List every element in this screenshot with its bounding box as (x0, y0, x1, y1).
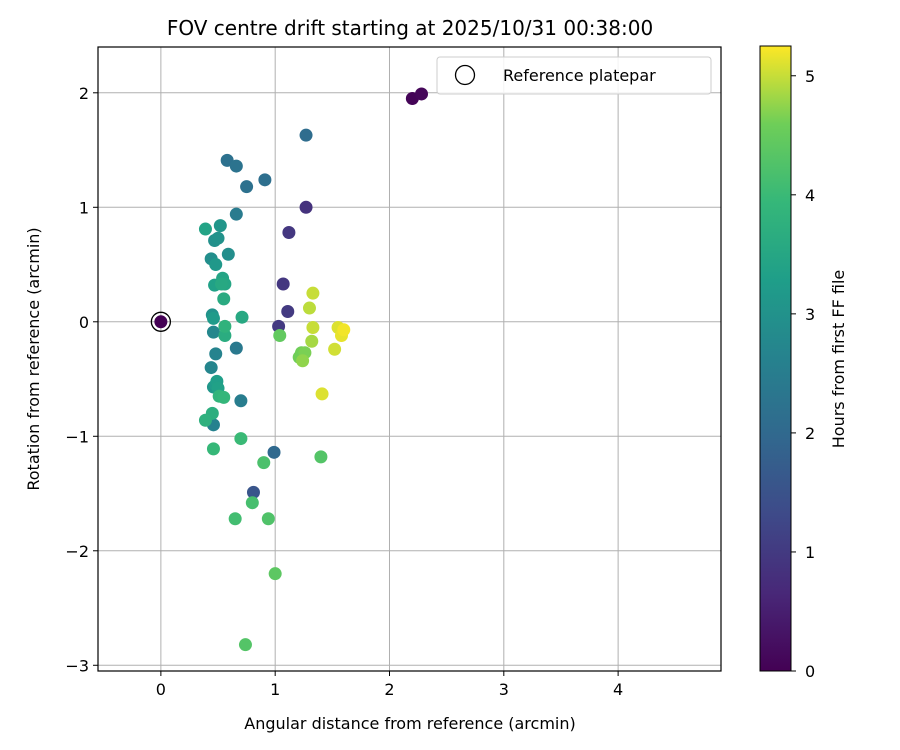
data-point (206, 311, 220, 325)
data-point (206, 325, 220, 339)
data-point (268, 567, 282, 581)
data-point (198, 413, 212, 427)
colorbar-ticks: 0 1 2 3 4 5 (791, 67, 815, 681)
data-point (306, 286, 320, 300)
plot-frame (97, 46, 722, 672)
data-point (273, 329, 287, 343)
data-point (276, 277, 290, 291)
x-tick-label: 0 (156, 680, 166, 699)
data-point (282, 225, 296, 239)
data-point (245, 496, 259, 510)
colorbar-tick-label: 1 (805, 543, 815, 562)
y-tick-label: −3 (65, 656, 89, 675)
x-axis-label: Angular distance from reference (arcmin) (244, 714, 575, 733)
y-tick-label: 2 (79, 84, 89, 103)
data-point (246, 485, 260, 499)
x-tick-label: 1 (270, 680, 280, 699)
data-point (198, 222, 212, 236)
data-point (217, 292, 231, 306)
data-point (238, 638, 252, 652)
legend-box (436, 56, 712, 95)
data-point (337, 323, 351, 337)
data-point (234, 432, 248, 446)
legend-marker (454, 64, 476, 86)
x-tick-label: 3 (499, 680, 509, 699)
colorbar-tick-label: 5 (805, 67, 815, 86)
grid-lines (98, 47, 721, 671)
data-point (299, 200, 313, 214)
reference-platepar-marker (150, 311, 172, 332)
y-tick-label: −2 (65, 542, 89, 561)
data-point (229, 207, 243, 221)
data-point (154, 315, 168, 329)
data-point (302, 301, 316, 315)
x-tick-label: 4 (613, 680, 623, 699)
data-point (267, 445, 281, 459)
data-point (235, 310, 249, 324)
data-point (261, 512, 275, 526)
chart-title: FOV centre drift starting at 2025/10/31 … (167, 16, 653, 40)
data-point (209, 258, 223, 272)
data-point (281, 304, 295, 318)
data-point (211, 231, 225, 245)
data-point (221, 247, 235, 261)
colorbar: 0 1 2 3 4 5 Hours from first FF file (759, 45, 848, 681)
data-point (218, 329, 232, 343)
data-point (240, 180, 254, 194)
y-axis-ticks: −3 −2 −1 0 1 2 (65, 84, 98, 675)
data-point (229, 159, 243, 173)
data-point (217, 390, 231, 404)
data-point (415, 87, 429, 101)
colorbar-tick-label: 2 (805, 424, 815, 443)
legend-label: Reference platepar (503, 66, 656, 85)
data-point (218, 319, 232, 333)
colorbar-gradient (759, 45, 792, 672)
data-point (299, 128, 313, 142)
colorbar-tick-label: 3 (805, 305, 815, 324)
y-tick-label: 0 (79, 313, 89, 332)
data-point (258, 173, 272, 187)
data-point (315, 387, 329, 401)
data-point (209, 347, 223, 361)
data-point (204, 361, 218, 375)
x-tick-label: 2 (384, 680, 394, 699)
data-point (305, 334, 319, 348)
data-point (296, 354, 310, 368)
colorbar-tick-label: 4 (805, 186, 815, 205)
data-point (206, 442, 220, 456)
y-axis-label: Rotation from reference (arcmin) (24, 227, 43, 490)
data-point (214, 277, 228, 291)
data-point (213, 219, 227, 233)
data-point (306, 321, 320, 335)
data-point (228, 512, 242, 526)
data-point (257, 456, 271, 470)
legend: Reference platepar (436, 56, 712, 95)
colorbar-tick-label: 0 (805, 662, 815, 681)
colorbar-label: Hours from first FF file (829, 270, 848, 449)
data-point (328, 342, 342, 356)
y-tick-label: 1 (79, 198, 89, 217)
data-point (234, 394, 248, 408)
data-point (314, 450, 328, 464)
x-axis-ticks: 0 1 2 3 4 (156, 671, 623, 699)
y-tick-label: −1 (65, 427, 89, 446)
data-points (154, 87, 429, 652)
data-point (229, 341, 243, 355)
